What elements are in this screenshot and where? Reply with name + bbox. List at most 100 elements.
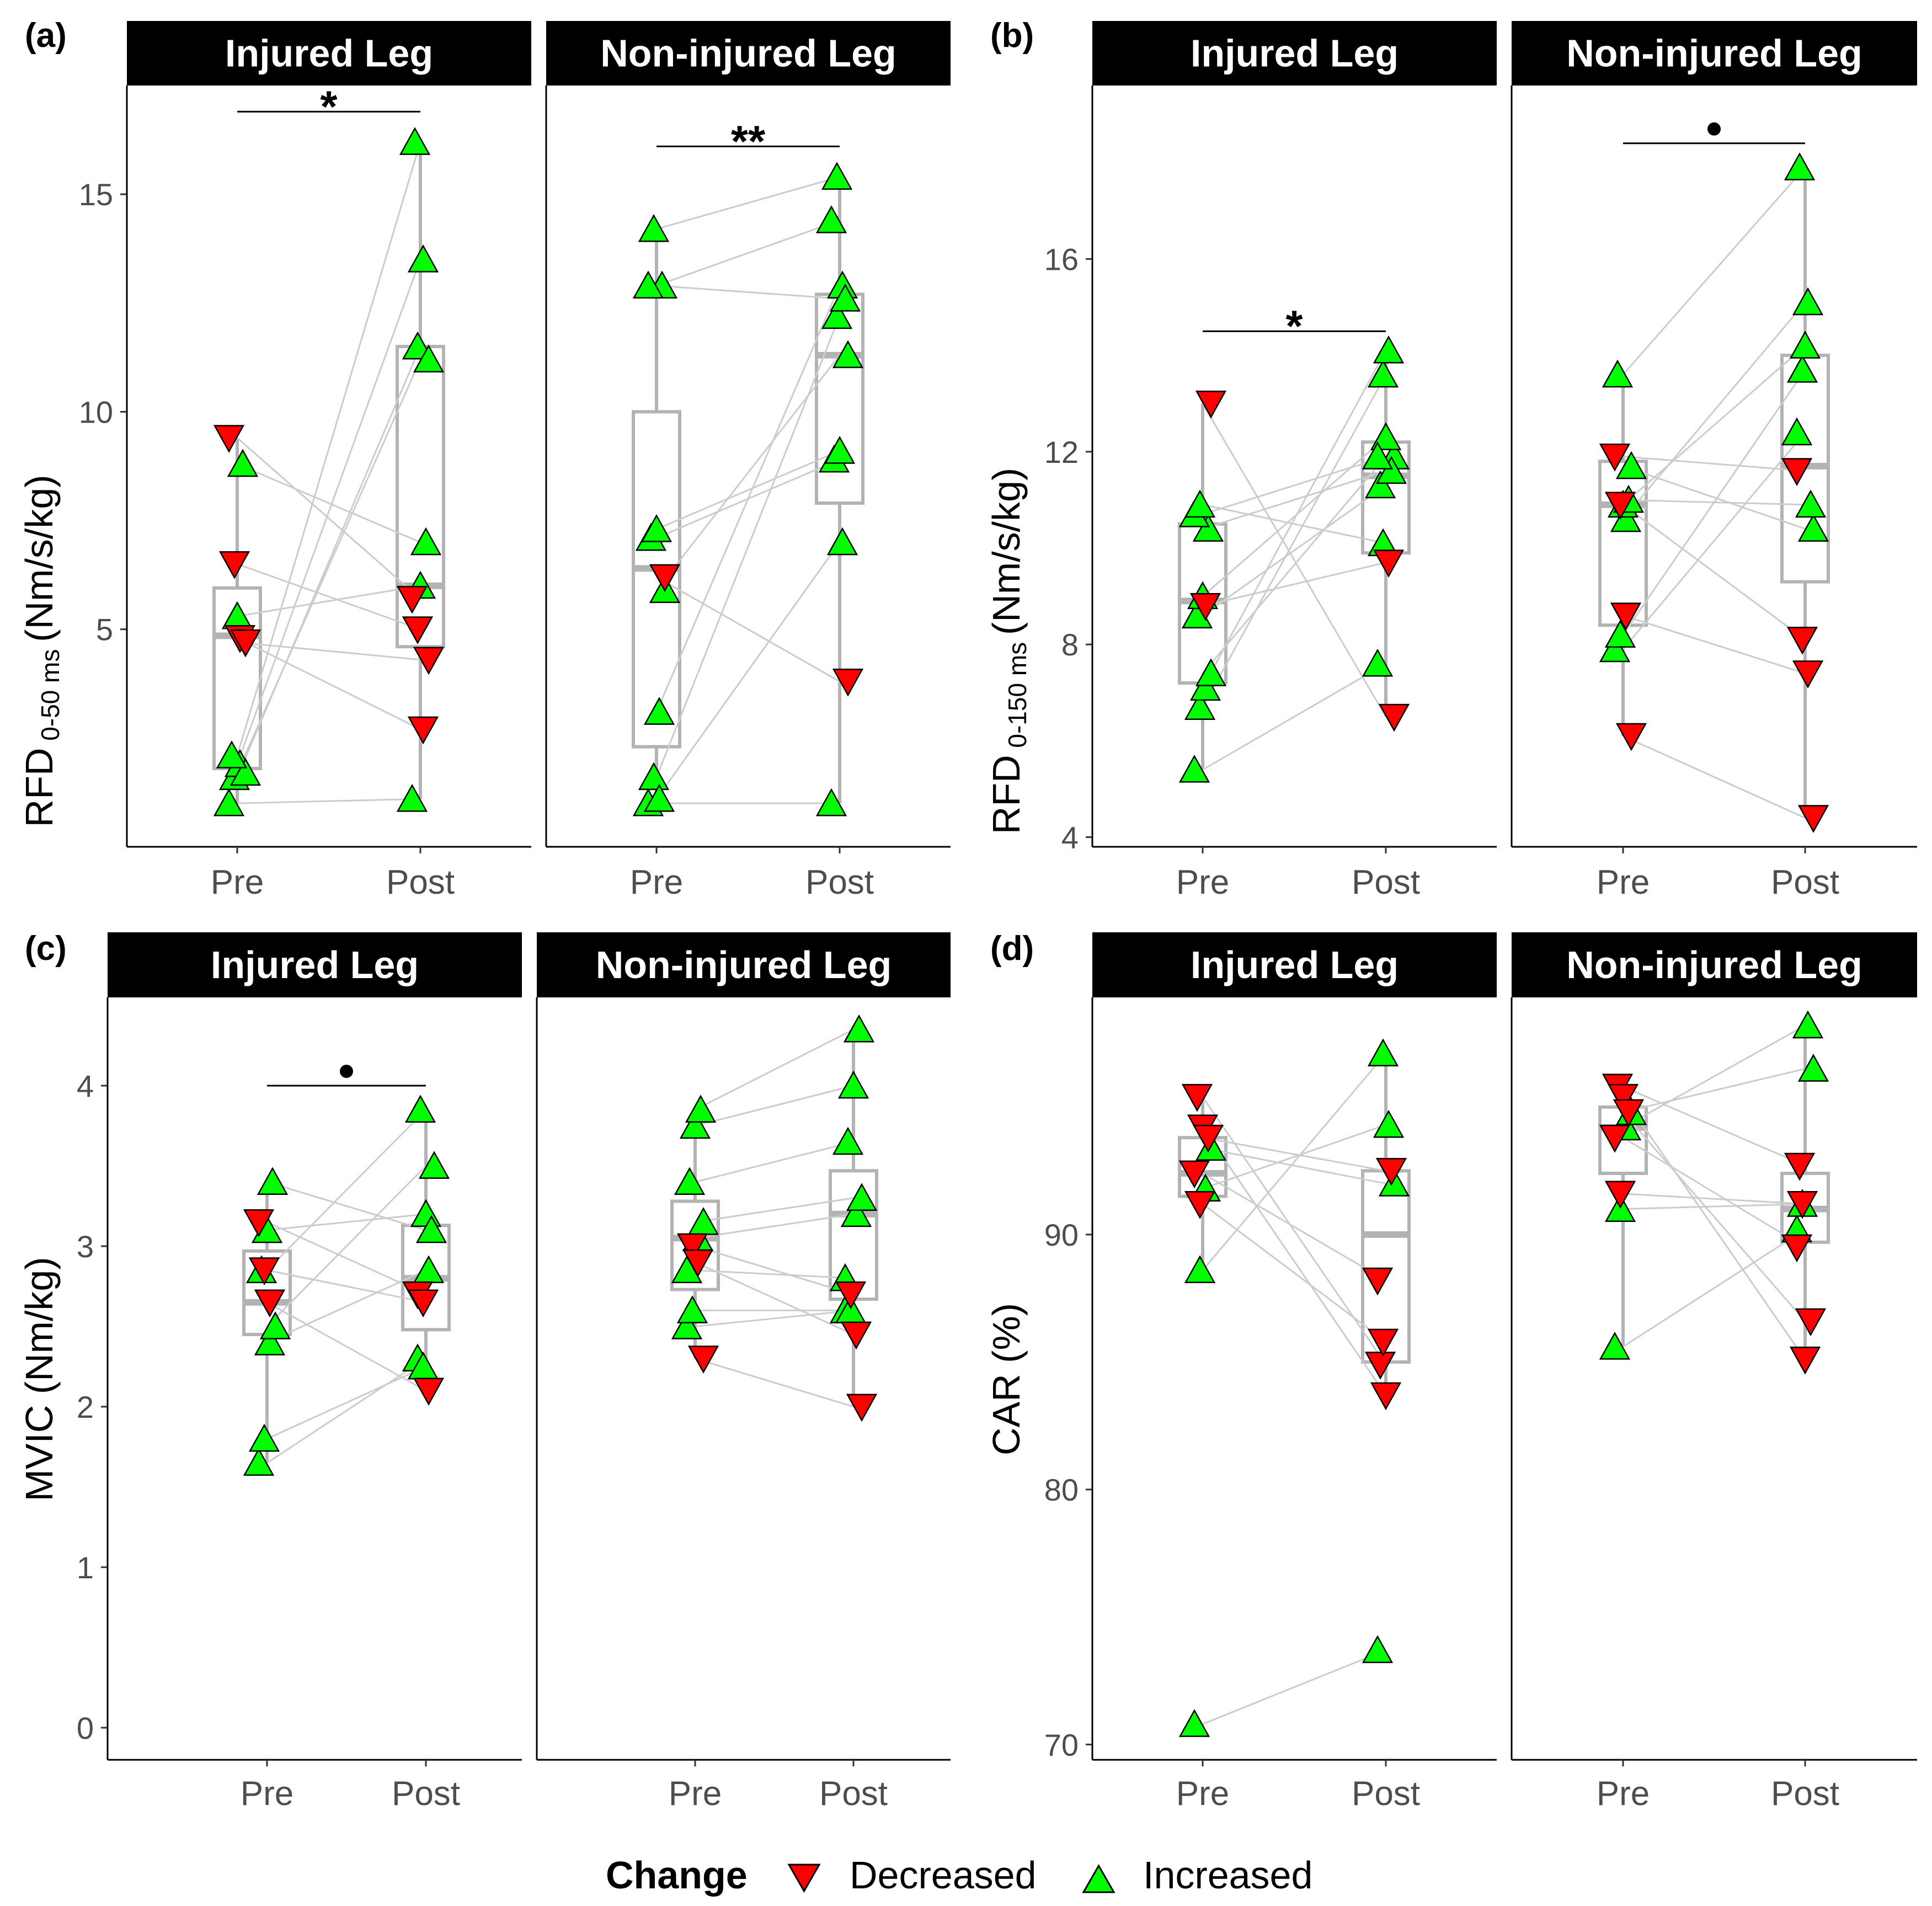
pair-line (1622, 302, 1806, 520)
facet-non-injured-leg: Non-injured Leg Pre Post (1511, 932, 1917, 1813)
pair-line (237, 798, 421, 804)
pair-line (1623, 615, 1806, 674)
pair-line (1202, 436, 1386, 597)
pair-line (1622, 1112, 1806, 1322)
facet-strip (1092, 932, 1497, 997)
pair-line (695, 1245, 854, 1295)
pair-line (656, 285, 840, 300)
point-increased (1604, 620, 1636, 648)
point-increased (1784, 152, 1816, 180)
point-increased (1797, 1054, 1829, 1082)
pair-line (1622, 1096, 1806, 1360)
point-increased (1367, 1038, 1399, 1067)
facet-strip (1512, 21, 1917, 86)
point-increased (1195, 658, 1227, 686)
point-decreased (213, 425, 245, 453)
y-axis-label: CAR (%) (985, 1303, 1028, 1455)
x-tick-label: Pre (1597, 863, 1650, 901)
point-increased (829, 284, 861, 312)
point-increased (230, 757, 261, 786)
pair-line (237, 563, 421, 631)
facet-strip (546, 21, 951, 86)
panel-tag: (b) (990, 17, 1034, 55)
point-decreased (407, 1289, 439, 1318)
panel-tag: (d) (990, 930, 1034, 968)
point-increased (1178, 1709, 1210, 1737)
point-increased (1184, 489, 1216, 518)
pair-line (237, 641, 421, 661)
pair-line (1623, 1086, 1806, 1167)
y-tick-label: 12 (1044, 435, 1079, 469)
pair-line (1623, 499, 1806, 506)
significance-marker: * (320, 82, 338, 131)
panel-a: (a) RFD 0-50 ms (Nm/s/kg) 5 10 15 Injured Leg… (18, 17, 951, 901)
point-increased (832, 340, 864, 369)
pair-line (1623, 1024, 1806, 1129)
point-increased (399, 127, 431, 155)
y-tick-label: 70 (1044, 1727, 1079, 1762)
pair-line (656, 576, 840, 682)
point-increased (396, 783, 428, 812)
pair-line (1202, 374, 1387, 708)
facet-strip (537, 932, 951, 997)
pair-line (1622, 167, 1806, 376)
x-tick-label: Pre (1176, 1775, 1229, 1813)
point-decreased (1786, 627, 1818, 655)
point-decreased (1599, 444, 1631, 472)
point-decreased (1370, 1382, 1402, 1411)
facet-strip-label: Injured Leg (225, 32, 433, 75)
pair-line (1623, 465, 1806, 530)
point-increased (248, 1423, 280, 1452)
point-decreased (402, 616, 434, 644)
facet-strip-label: Injured Leg (211, 943, 419, 986)
point-increased (1378, 1168, 1410, 1197)
y-tick-label: 5 (96, 612, 113, 647)
point-increased (638, 213, 670, 242)
y-axis-label-main: RFD (18, 748, 61, 827)
y-axis-label: MVIC (Nm/kg) (18, 1257, 61, 1501)
point-decreased (1364, 1352, 1396, 1380)
point-decreased (1604, 492, 1636, 520)
legend-decreased-key (787, 1864, 821, 1893)
point-increased (1795, 489, 1827, 518)
point-increased (1192, 514, 1224, 542)
point-decreased (649, 564, 681, 592)
y-tick-label: 4 (1061, 820, 1079, 855)
point-increased (638, 762, 670, 791)
pair-line (656, 176, 840, 230)
point-decreased (1178, 1160, 1210, 1189)
point-decreased (1781, 458, 1813, 487)
pair-line (655, 542, 841, 800)
point-increased (1184, 692, 1216, 720)
pair-line (1623, 1136, 1806, 1248)
y-axis-label-unit: (Nm/s/kg) (985, 468, 1028, 635)
point-increased (674, 1167, 706, 1195)
point-increased (413, 344, 445, 373)
pair-line (1202, 1203, 1386, 1343)
point-increased (1615, 451, 1647, 479)
point-increased (824, 436, 856, 464)
point-increased (1792, 287, 1824, 316)
pair-line (1202, 1053, 1387, 1271)
pair-line (1202, 1649, 1386, 1725)
point-increased (407, 244, 439, 273)
x-tick-label: Pre (241, 1775, 293, 1813)
point-decreased (1373, 549, 1405, 578)
pair-line (266, 1269, 426, 1304)
point-decreased (840, 1321, 872, 1350)
pair-line (695, 1269, 854, 1279)
facet-non-injured-leg: Non-injured Leg Pre Post ** (545, 21, 951, 901)
facet-injured-leg: Injured Leg Pre Post (1091, 932, 1497, 1813)
panel-tag: (c) (25, 930, 67, 968)
point-increased (815, 788, 847, 816)
box-iqr (632, 410, 681, 749)
significance-marker: * (1285, 301, 1303, 350)
pair-line (656, 220, 840, 287)
pair-line (237, 463, 421, 543)
facet-strip (127, 21, 531, 86)
pair-line (1202, 1126, 1387, 1396)
facet-injured-leg: Injured Leg Pre Post * (126, 21, 531, 901)
legend-increased-key (1082, 1864, 1116, 1893)
y-tick-label: 1 (77, 1550, 94, 1585)
